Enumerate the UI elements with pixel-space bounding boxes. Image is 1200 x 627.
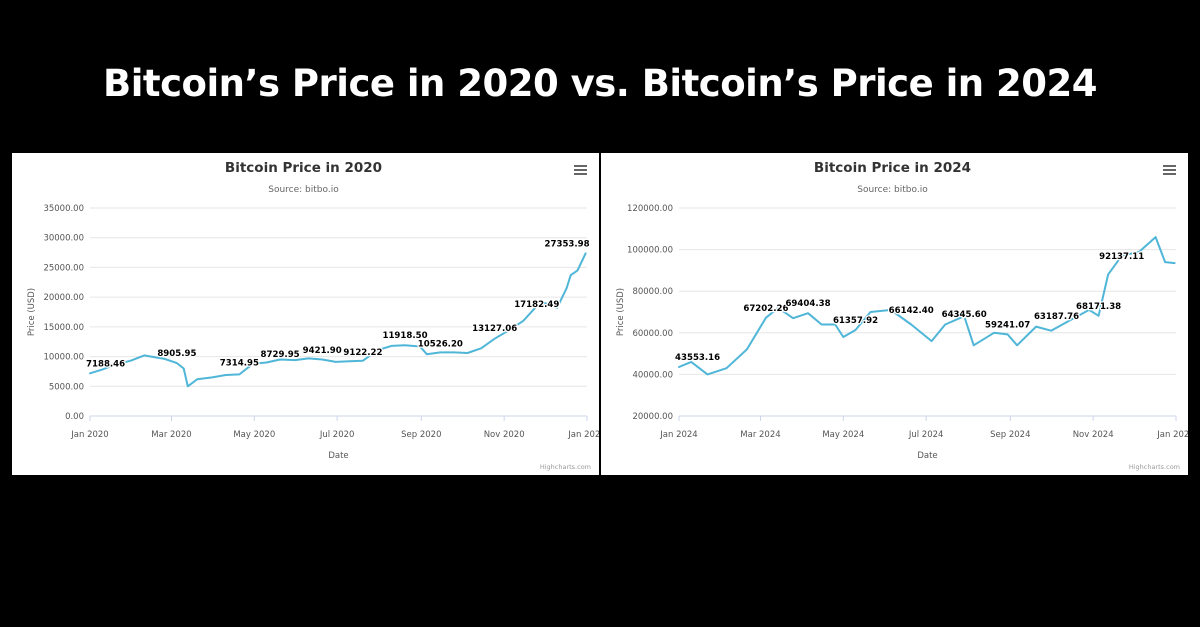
data-label: 67202.26 — [743, 304, 788, 314]
y-tick-label: 5000.00 — [49, 382, 84, 392]
x-tick-label: Jul 2024 — [908, 430, 944, 440]
x-tick-label: Jan 2025 — [1156, 430, 1188, 440]
data-label: 9421.90 — [303, 346, 342, 356]
y-axis-label: Price (USD) — [27, 288, 37, 336]
x-tick-label: Jan 2024 — [659, 430, 697, 440]
data-label: 64345.60 — [942, 310, 987, 320]
credits-text: Highcharts.com — [1129, 463, 1180, 471]
y-tick-label: 20000.00 — [632, 412, 673, 422]
chart-title: Bitcoin Price in 2020 — [225, 160, 382, 176]
chart-2024: Bitcoin Price in 2024 Source: bitbo.io 200… — [616, 160, 1188, 471]
data-label: 7314.95 — [220, 359, 259, 369]
data-label: 17182.49 — [514, 300, 559, 310]
chart-panel-2024: Bitcoin Price in 2024 Source: bitbo.io 200… — [601, 153, 1188, 475]
data-label: 11918.50 — [382, 331, 427, 341]
y-tick-label: 0.00 — [65, 412, 84, 422]
data-label: 43553.16 — [675, 353, 720, 363]
x-axis-label: Date — [917, 451, 937, 461]
data-label: 27353.98 — [545, 239, 590, 249]
data-label: 63187.76 — [1034, 312, 1079, 322]
y-tick-label: 30000.00 — [43, 234, 84, 244]
data-label: 66142.40 — [889, 306, 934, 316]
chart-menu-icon[interactable] — [573, 163, 589, 177]
y-axis-label: Price (USD) — [616, 288, 626, 336]
data-label: 8905.95 — [157, 349, 196, 359]
y-tick-label: 60000.00 — [632, 329, 673, 339]
data-label: 68171.38 — [1076, 302, 1121, 312]
y-tick-label: 120000.00 — [627, 204, 673, 214]
data-label: 7188.46 — [86, 359, 125, 369]
y-tick-label: 15000.00 — [43, 323, 84, 333]
x-tick-label: Mar 2024 — [740, 430, 780, 440]
data-label: 9122.22 — [343, 348, 382, 358]
y-tick-label: 100000.00 — [627, 246, 673, 256]
x-tick-label: Nov 2020 — [484, 430, 525, 440]
y-tick-label: 35000.00 — [43, 204, 84, 214]
page-title: Bitcoin’s Price in 2020 vs. Bitcoin’s Pr… — [103, 62, 1097, 105]
x-tick-label: May 2024 — [822, 430, 864, 440]
x-tick-label: Jan 2021 — [567, 430, 599, 440]
chart-panel-2020: Bitcoin Price in 2020 Source: bitbo.io 0.0… — [12, 153, 599, 475]
y-tick-label: 40000.00 — [632, 370, 673, 380]
data-label: 13127.06 — [472, 324, 517, 334]
series-line — [89, 252, 587, 388]
y-tick-label: 25000.00 — [43, 263, 84, 273]
x-tick-label: Sep 2020 — [401, 430, 441, 440]
x-tick-label: May 2020 — [233, 430, 275, 440]
chart-2020: Bitcoin Price in 2020 Source: bitbo.io 0.0… — [27, 160, 599, 471]
x-tick-label: Sep 2024 — [990, 430, 1030, 440]
credits-text: Highcharts.com — [540, 463, 591, 471]
data-label: 59241.07 — [985, 320, 1030, 330]
data-label: 10526.20 — [418, 339, 463, 349]
x-axis-label: Date — [328, 451, 348, 461]
data-label: 61357.92 — [833, 316, 878, 326]
data-label: 92137.11 — [1099, 252, 1144, 262]
x-tick-label: Mar 2020 — [151, 430, 191, 440]
chart-subtitle: Source: bitbo.io — [857, 185, 928, 195]
y-tick-label: 80000.00 — [632, 287, 673, 297]
data-label: 8729.95 — [261, 350, 300, 360]
y-tick-label: 10000.00 — [43, 353, 84, 363]
chart-subtitle: Source: bitbo.io — [268, 185, 339, 195]
data-label: 69404.38 — [785, 299, 830, 309]
chart-menu-icon[interactable] — [1162, 163, 1178, 177]
x-tick-label: Jul 2020 — [319, 430, 355, 440]
y-tick-label: 20000.00 — [43, 293, 84, 303]
x-tick-label: Jan 2020 — [70, 430, 108, 440]
chart-title: Bitcoin Price in 2024 — [814, 160, 971, 176]
series-line — [678, 236, 1176, 376]
x-tick-label: Nov 2024 — [1073, 430, 1114, 440]
